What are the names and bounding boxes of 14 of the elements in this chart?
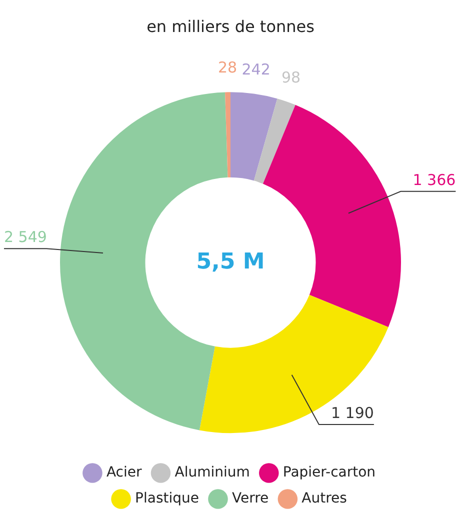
- chart-title: en milliers de tonnes: [146, 16, 314, 36]
- data-label: 1 190: [330, 404, 374, 422]
- legend-label: Verre: [232, 490, 269, 507]
- data-label: 28: [218, 58, 238, 77]
- legend-label: Acier: [106, 464, 142, 481]
- data-label: 2 549: [4, 228, 47, 246]
- legend-label: Autres: [302, 490, 347, 507]
- legend-label: Plastique: [135, 490, 200, 507]
- legend-label: Papier-carton: [282, 464, 376, 481]
- data-label: 242: [242, 60, 270, 78]
- data-label: 1 366: [412, 170, 456, 189]
- legend-label: Aluminium: [174, 464, 250, 481]
- data-label: 98: [281, 68, 301, 87]
- text: 5,5 M: [196, 249, 265, 274]
